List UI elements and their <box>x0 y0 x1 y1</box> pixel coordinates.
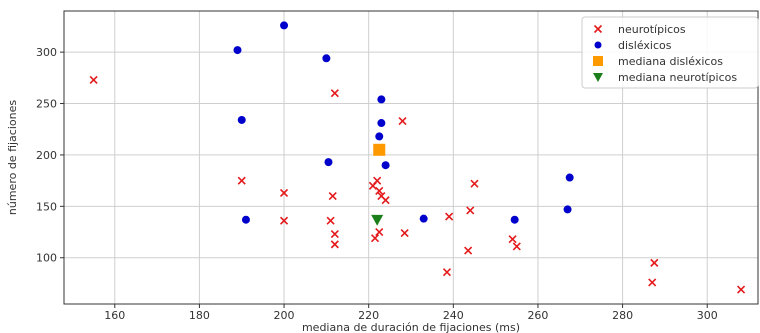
dyslexic-point <box>565 173 574 182</box>
data-points <box>89 21 746 294</box>
neurotypical-point <box>442 268 452 277</box>
neurotypical-point <box>464 246 473 255</box>
neurotypical-point <box>373 176 382 185</box>
x-axis-ticks: 160 180 200 220 240 260 280 300 <box>104 304 718 322</box>
neurotypical-point <box>89 75 98 84</box>
neurotypical-point <box>381 196 390 205</box>
legend-label: mediana disléxicos <box>618 55 723 68</box>
dyslexic-point <box>375 132 384 141</box>
x-tick-label: 220 <box>358 309 379 322</box>
dyslexic-point <box>510 215 519 224</box>
neurotypical-point <box>375 227 384 237</box>
x-tick-label: 240 <box>443 309 464 322</box>
neurotypical-point <box>648 278 657 287</box>
legend-marker <box>593 73 603 82</box>
neurotypical-point <box>328 191 337 201</box>
neurotypical-point <box>470 179 479 188</box>
neurotypical-point <box>330 240 339 249</box>
x-tick-label: 280 <box>612 309 633 322</box>
y-tick-label: 150 <box>36 200 57 213</box>
neurotypical-point <box>737 285 746 294</box>
dyslexic-point <box>322 54 331 63</box>
dyslexic-point <box>381 161 390 170</box>
neurotypical-point <box>650 258 659 267</box>
neurotypical-point <box>326 216 335 225</box>
neurotypical-point <box>466 206 475 215</box>
x-axis-label: mediana de duración de fijaciones (ms) <box>302 321 520 333</box>
dyslexic-point <box>237 115 246 124</box>
legend-label: disléxicos <box>618 39 672 52</box>
y-axis-ticks: 100 150 200 250 300 <box>36 46 64 265</box>
legend: neurotípicos disléxicos mediana disléxicos… <box>581 16 759 89</box>
dyslexic-point <box>563 205 572 214</box>
neurotypical-point <box>237 176 246 185</box>
y-tick-label: 300 <box>36 46 57 59</box>
legend-box <box>581 16 759 89</box>
x-tick-label: 260 <box>527 309 548 322</box>
neurotypical-point <box>279 216 289 225</box>
x-tick-label: 160 <box>104 309 125 322</box>
dyslexic-point <box>377 119 386 128</box>
dyslexic-point <box>419 214 428 223</box>
legend-marker <box>594 41 602 49</box>
y-axis-label: número de fijaciones <box>6 100 19 215</box>
dyslexic-point <box>324 158 333 167</box>
y-tick-label: 100 <box>36 252 57 265</box>
neurotypical-point <box>330 89 339 98</box>
neurotypical-point <box>330 230 339 239</box>
legend-label: mediana neurotípicos <box>618 71 737 84</box>
neurotypical-point <box>508 235 517 244</box>
median-dyslexic-marker <box>373 143 386 156</box>
neurotypical-point <box>279 188 289 198</box>
neurotypical-point <box>370 234 380 243</box>
legend-marker <box>593 24 603 34</box>
x-tick-label: 200 <box>274 309 295 322</box>
legend-marker <box>593 56 603 66</box>
neurotypical-point <box>512 242 521 251</box>
neurotypical-point <box>398 116 407 126</box>
y-tick-label: 250 <box>36 98 57 111</box>
median-neurotypical-marker <box>371 214 384 226</box>
y-tick-label: 200 <box>36 149 57 162</box>
dyslexic-point <box>280 21 289 30</box>
neurotypical-point <box>445 212 454 221</box>
legend-label: neurotípicos <box>618 23 686 36</box>
neurotypical-point <box>375 186 384 195</box>
x-tick-label: 300 <box>697 309 718 322</box>
neurotypical-point <box>400 228 409 238</box>
plot-area <box>63 10 759 305</box>
dyslexic-point <box>377 95 386 104</box>
dyslexic-point <box>241 215 250 224</box>
dyslexic-point <box>233 46 242 55</box>
x-tick-label: 180 <box>189 309 210 322</box>
